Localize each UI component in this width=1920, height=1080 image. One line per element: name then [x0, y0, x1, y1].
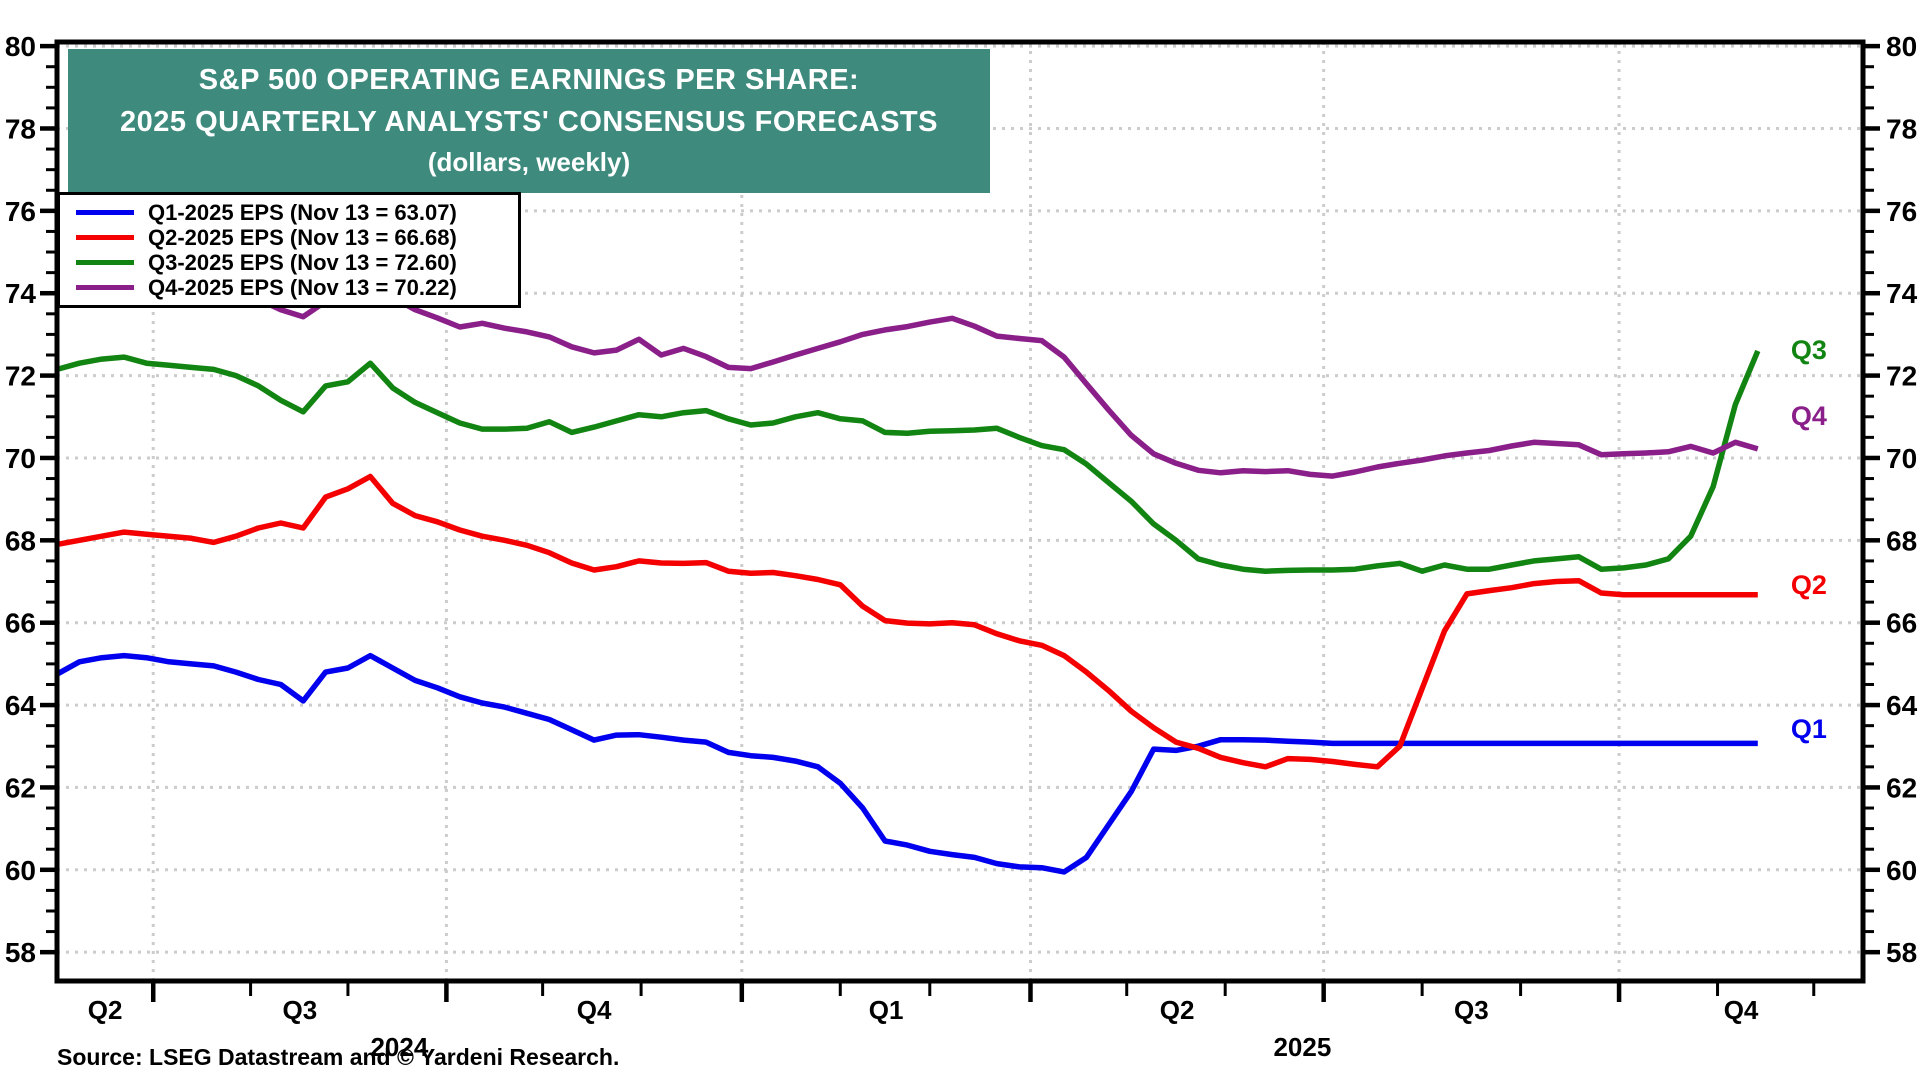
chart-subtitle: (dollars, weekly) [427, 147, 631, 177]
y-axis-label-left: 58 [5, 937, 36, 968]
y-axis-label-left: 76 [5, 196, 36, 227]
end-label-q1: Q1 [1790, 713, 1827, 744]
x-quarter-label: Q2 [88, 995, 123, 1025]
legend-item-q2: Q2-2025 EPS (Nov 13 = 66.68) [60, 225, 518, 250]
source-note: Source: LSEG Datastream and © Yardeni Re… [57, 1044, 620, 1070]
end-label-q4: Q4 [1790, 400, 1827, 431]
y-axis-label-left: 60 [5, 855, 36, 886]
y-axis-label-left: 66 [5, 608, 36, 639]
x-quarter-label: Q2 [1160, 995, 1195, 1025]
y-axis-label-left: 68 [5, 525, 36, 556]
x-quarter-label: Q4 [577, 995, 612, 1025]
y-axis-label-right: 68 [1886, 525, 1917, 556]
chart-title-box: S&P 500 OPERATING EARNINGS PER SHARE: 20… [68, 49, 990, 193]
y-axis-label-right: 72 [1886, 361, 1917, 392]
y-axis-label-right: 64 [1886, 690, 1918, 721]
x-quarter-label: Q3 [282, 995, 317, 1025]
series-line-q1 [55, 652, 1758, 875]
y-axis-label-right: 58 [1886, 937, 1917, 968]
y-axis-label-right: 60 [1886, 855, 1917, 886]
series-line-q2 [56, 473, 1758, 770]
legend-item-q1: Q1-2025 EPS (Nov 13 = 63.07) [60, 200, 518, 225]
legend-label: Q1-2025 EPS (Nov 13 = 63.07) [148, 199, 457, 225]
y-axis-label-right: 76 [1886, 196, 1917, 227]
y-axis-label-right: 66 [1886, 608, 1917, 639]
series-line-q3 [56, 349, 1761, 574]
plot-frame [54, 39, 1866, 984]
x-quarter-label: Q1 [869, 995, 904, 1025]
legend-label: Q2-2025 EPS (Nov 13 = 66.68) [148, 224, 457, 250]
end-label-q3: Q3 [1790, 334, 1827, 365]
legend-swatch-q3 [76, 260, 134, 265]
y-axis-label-left: 74 [5, 278, 37, 309]
legend-item-q4: Q4-2025 EPS (Nov 13 = 70.22) [60, 275, 518, 300]
y-axis-label-left: 80 [5, 31, 36, 62]
y-axis-label-right: 70 [1886, 443, 1917, 474]
legend-item-q3: Q3-2025 EPS (Nov 13 = 72.60) [60, 250, 518, 275]
chart-title-line2: 2025 QUARTERLY ANALYSTS' CONSENSUS FOREC… [120, 106, 938, 138]
chart-title-line1: S&P 500 OPERATING EARNINGS PER SHARE: [198, 64, 860, 96]
legend-label: Q3-2025 EPS (Nov 13 = 72.60) [148, 249, 457, 275]
y-axis-label-right: 74 [1886, 278, 1918, 309]
y-axis-label-left: 64 [5, 690, 37, 721]
legend-box: Q1-2025 EPS (Nov 13 = 63.07) Q2-2025 EPS … [57, 192, 521, 308]
x-year-label: 2024 [370, 1032, 428, 1062]
y-axis-label-left: 70 [5, 443, 36, 474]
y-axis-label-right: 78 [1886, 113, 1917, 144]
y-axis-label-right: 62 [1886, 772, 1917, 803]
legend-swatch-q4 [76, 285, 134, 290]
legend-swatch-q2 [76, 235, 134, 240]
x-quarter-label: Q4 [1724, 995, 1759, 1025]
y-axis-label-left: 78 [5, 113, 36, 144]
legend-label: Q4-2025 EPS (Nov 13 = 70.22) [148, 274, 457, 300]
y-axis-label-left: 62 [5, 772, 36, 803]
x-year-label: 2025 [1273, 1032, 1331, 1062]
x-quarter-label: Q3 [1454, 995, 1489, 1025]
legend-swatch-q1 [76, 210, 134, 215]
y-axis-label-right: 80 [1886, 31, 1917, 62]
y-axis-label-left: 72 [5, 361, 36, 392]
end-label-q2: Q2 [1790, 569, 1827, 600]
